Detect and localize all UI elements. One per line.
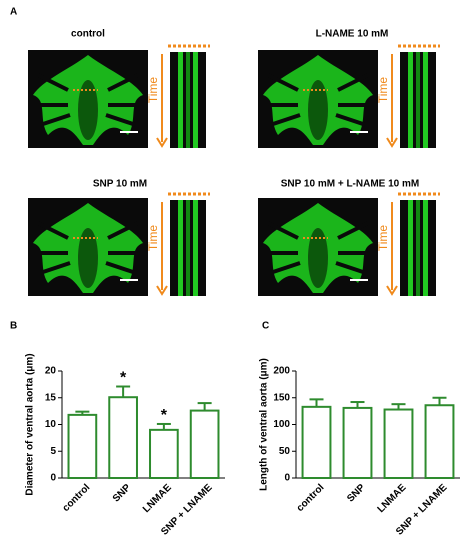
panel-title: SNP 10 mM + L-NAME 10 mM <box>281 179 419 190</box>
panel-label: B <box>10 321 17 332</box>
kymograph <box>170 200 206 296</box>
y-tick-label: 150 <box>273 392 290 403</box>
panel-title: L-NAME 10 mM <box>316 29 389 40</box>
panel-title: control <box>71 29 105 40</box>
kymograph <box>400 200 436 296</box>
x-tick-label: SNP <box>345 482 368 505</box>
panel-title: SNP 10 mM <box>93 179 147 190</box>
panel-label: A <box>10 7 17 18</box>
bar <box>108 396 138 479</box>
bar <box>424 404 455 479</box>
time-label: Time <box>146 77 160 104</box>
y-tick-label: 100 <box>273 419 290 430</box>
arrow-head <box>386 137 398 148</box>
x-tick-label: control <box>61 482 93 514</box>
fish-image <box>256 196 380 298</box>
bar <box>67 413 98 479</box>
time-label: Time <box>146 225 160 252</box>
kymograph <box>170 52 206 148</box>
arrow-head <box>156 285 168 296</box>
panel-label: C <box>262 321 269 332</box>
y-tick-label: 0 <box>284 473 290 484</box>
x-tick-label: SNP <box>111 482 134 505</box>
y-axis-label: Length of ventral aorta (μm) <box>259 358 270 491</box>
y-tick-label: 20 <box>45 366 57 377</box>
bar <box>301 405 332 479</box>
arrow-head <box>386 285 398 296</box>
fish-image <box>256 48 380 150</box>
fish-image <box>26 196 150 298</box>
y-tick-label: 200 <box>273 366 290 377</box>
y-tick-label: 0 <box>50 473 56 484</box>
x-tick-label: LNMAE <box>141 482 174 515</box>
y-tick-label: 50 <box>279 446 291 457</box>
y-tick-label: 10 <box>45 419 57 430</box>
bar <box>189 409 220 479</box>
significance-mark: * <box>161 407 168 424</box>
bar <box>342 406 373 480</box>
kymograph <box>400 52 436 148</box>
time-label: Time <box>376 77 390 104</box>
y-axis-label: Diameter of ventral aorta (μm) <box>25 353 36 495</box>
y-tick-label: 5 <box>50 446 56 457</box>
x-tick-label: LNMAE <box>376 482 409 515</box>
x-tick-label: control <box>295 482 327 514</box>
bar <box>383 408 414 479</box>
arrow-head <box>156 137 168 148</box>
y-tick-label: 15 <box>45 392 57 403</box>
significance-mark: * <box>120 370 127 387</box>
fish-image <box>26 48 150 150</box>
bar <box>149 428 179 480</box>
time-label: Time <box>376 225 390 252</box>
